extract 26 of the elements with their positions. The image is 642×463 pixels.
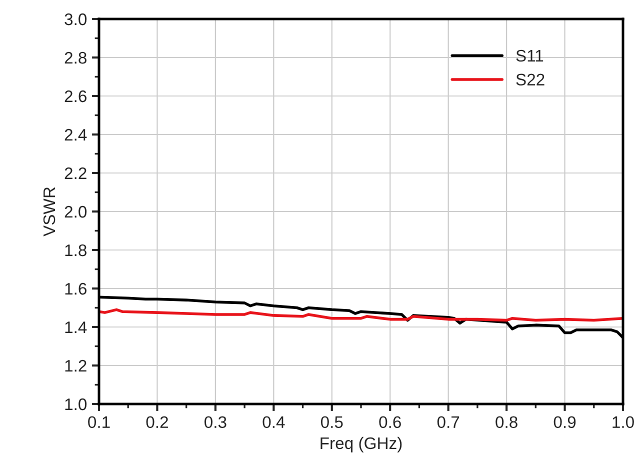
x-tick-label: 0.5 (320, 416, 343, 428)
x-tick-label: 0.3 (204, 416, 226, 428)
y-tick-label: 1.0 (65, 398, 87, 410)
y-tick-label: 2.4 (64, 128, 87, 141)
x-tick-label: 0.6 (379, 416, 401, 428)
x-axis-title: Freq (GHz) (320, 436, 402, 452)
y-tick-label: 1.8 (65, 244, 86, 256)
line-series (99, 308, 623, 322)
y-tick-label: 1.6 (65, 282, 86, 295)
x-tick-label: 0.2 (146, 416, 168, 428)
y-axis-title: VSWR (43, 187, 56, 236)
legend-label: S11 (516, 50, 544, 62)
x-tick-label: 0.1 (88, 416, 110, 428)
legend-label: S22 (516, 74, 544, 86)
x-tick-label: 0.4 (262, 416, 285, 428)
y-tick-label: 2.8 (64, 52, 86, 64)
x-tick-label: 0.8 (496, 416, 518, 428)
y-tick-label: 2.6 (64, 90, 86, 102)
y-tick-label: 1.2 (65, 360, 86, 372)
x-tick-label: 1.0 (612, 416, 634, 428)
y-tick-label: 1.4 (65, 322, 87, 334)
x-tick-label: 0.9 (554, 416, 576, 428)
y-tick-label: 2.0 (64, 206, 87, 218)
y-tick-label: 3.0 (64, 13, 87, 26)
y-tick-label: 2.2 (64, 167, 86, 180)
x-tick-label: 0.7 (437, 416, 460, 428)
